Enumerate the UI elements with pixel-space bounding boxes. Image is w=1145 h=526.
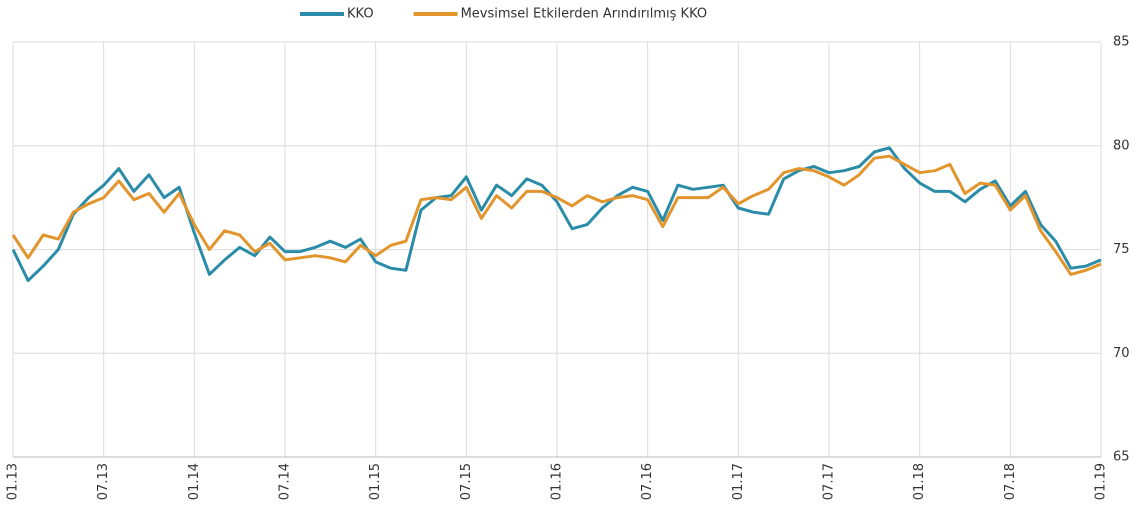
y-tick-label: 85 bbox=[1113, 35, 1130, 50]
x-tick-label: 07.15 bbox=[459, 463, 474, 500]
x-tick-label: 07.14 bbox=[278, 463, 293, 500]
x-tick-label: 01.13 bbox=[6, 463, 21, 500]
y-tick-label: 75 bbox=[1113, 242, 1130, 257]
x-tick-label: 01.17 bbox=[731, 463, 746, 500]
y-tick-label: 65 bbox=[1113, 450, 1130, 465]
x-tick-label: 01.18 bbox=[912, 463, 927, 500]
y-tick-label: 70 bbox=[1113, 346, 1130, 361]
x-tick-label: 07.18 bbox=[1003, 463, 1018, 500]
x-tick-label: 01.19 bbox=[1094, 463, 1109, 500]
y-tick-label: 80 bbox=[1113, 138, 1130, 153]
x-tick-label: 01.16 bbox=[550, 463, 565, 500]
chart: 65 70 75 80 85 01.13 07.13 01.14 07.14 01.15 07.15… bbox=[0, 0, 1145, 526]
legend-label: KKO bbox=[347, 7, 374, 22]
x-tick-label: 07.17 bbox=[822, 463, 837, 500]
x-tick-label: 01.15 bbox=[368, 463, 383, 500]
x-tick-label: 07.16 bbox=[640, 463, 655, 500]
x-tick-label: 07.13 bbox=[96, 463, 111, 500]
legend-label: Mevsimsel Etkilerden Arındırılmış KKO bbox=[461, 7, 708, 22]
x-tick-label: 01.14 bbox=[187, 463, 202, 500]
